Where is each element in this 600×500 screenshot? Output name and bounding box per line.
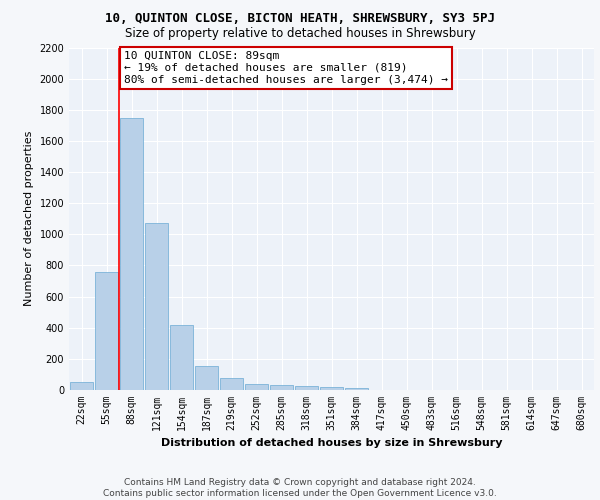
Bar (220, 378, 243, 390)
Bar (70, 382, 93, 390)
Bar (345, 388, 368, 390)
Text: 10, QUINTON CLOSE, BICTON HEATH, SHREWSBURY, SY3 5PJ: 10, QUINTON CLOSE, BICTON HEATH, SHREWSB… (105, 12, 495, 26)
Text: Contains HM Land Registry data © Crown copyright and database right 2024.
Contai: Contains HM Land Registry data © Crown c… (103, 478, 497, 498)
Bar (120, 118, 143, 390)
Bar (270, 384, 293, 390)
Bar (95, 272, 118, 390)
Bar (170, 324, 193, 390)
Y-axis label: Number of detached properties: Number of detached properties (24, 131, 34, 306)
Text: 10 QUINTON CLOSE: 89sqm
← 19% of detached houses are smaller (819)
80% of semi-d: 10 QUINTON CLOSE: 89sqm ← 19% of detache… (124, 52, 448, 84)
Bar (195, 366, 218, 390)
Bar (245, 384, 268, 390)
Text: Size of property relative to detached houses in Shrewsbury: Size of property relative to detached ho… (125, 28, 475, 40)
Bar (295, 386, 318, 390)
Bar (320, 387, 343, 390)
X-axis label: Distribution of detached houses by size in Shrewsbury: Distribution of detached houses by size … (161, 438, 502, 448)
Bar (145, 224, 168, 390)
